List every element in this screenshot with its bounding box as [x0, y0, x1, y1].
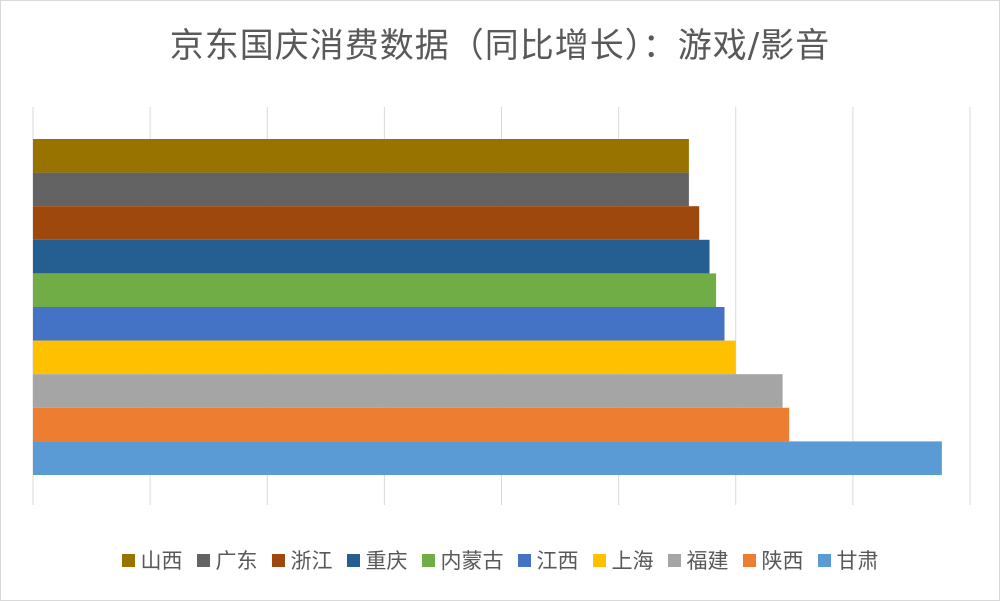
bar-甘肃 [33, 441, 942, 475]
legend-swatch [121, 553, 135, 567]
legend-swatch [817, 553, 831, 567]
bar-内蒙古 [33, 273, 717, 307]
legend-swatch [592, 553, 606, 567]
legend-item: 重庆 [346, 545, 408, 575]
legend-item: 上海 [592, 545, 654, 575]
legend-label: 浙江 [290, 549, 333, 573]
legend-label: 江西 [536, 549, 579, 573]
bar-浙江 [33, 206, 700, 240]
legend-label: 内蒙古 [440, 549, 504, 573]
chart-title: 京东国庆消费数据（同比增长）：游戏/影音 [169, 26, 831, 66]
legend-swatch [517, 553, 531, 567]
legend-item: 广东 [196, 545, 258, 575]
legend-label: 广东 [215, 549, 258, 573]
legend-label: 福建 [686, 549, 729, 573]
bar-广东 [33, 172, 689, 207]
legend-swatch [667, 553, 681, 567]
legend-item: 内蒙古 [421, 545, 504, 575]
legend-item: 山西 [121, 545, 183, 575]
legend-label: 甘肃 [836, 549, 879, 573]
legend-label: 山西 [140, 549, 183, 573]
legend-item: 陕西 [742, 545, 804, 575]
legend-item: 江西 [517, 545, 579, 575]
bar-重庆 [33, 239, 710, 274]
legend-swatch [346, 553, 360, 567]
legend-item: 浙江 [271, 545, 333, 575]
legend: 山西 广东 浙江 重庆 内蒙古 江西 上海 福建 陕西 甘肃 [0, 540, 1000, 580]
bar-江西 [33, 307, 725, 341]
legend-label: 重庆 [365, 549, 408, 573]
legend-item: 福建 [667, 545, 729, 575]
legend-swatch [196, 553, 210, 567]
legend-swatch [271, 553, 285, 567]
bar-上海 [33, 340, 736, 375]
legend-label: 上海 [611, 549, 654, 573]
legend-swatch [421, 553, 435, 567]
legend-item: 甘肃 [817, 545, 879, 575]
legend-swatch [742, 553, 756, 567]
bar-陕西 [33, 407, 790, 442]
bar-福建 [33, 374, 783, 408]
bar-山西 [33, 139, 689, 173]
legend-label: 陕西 [761, 549, 804, 573]
